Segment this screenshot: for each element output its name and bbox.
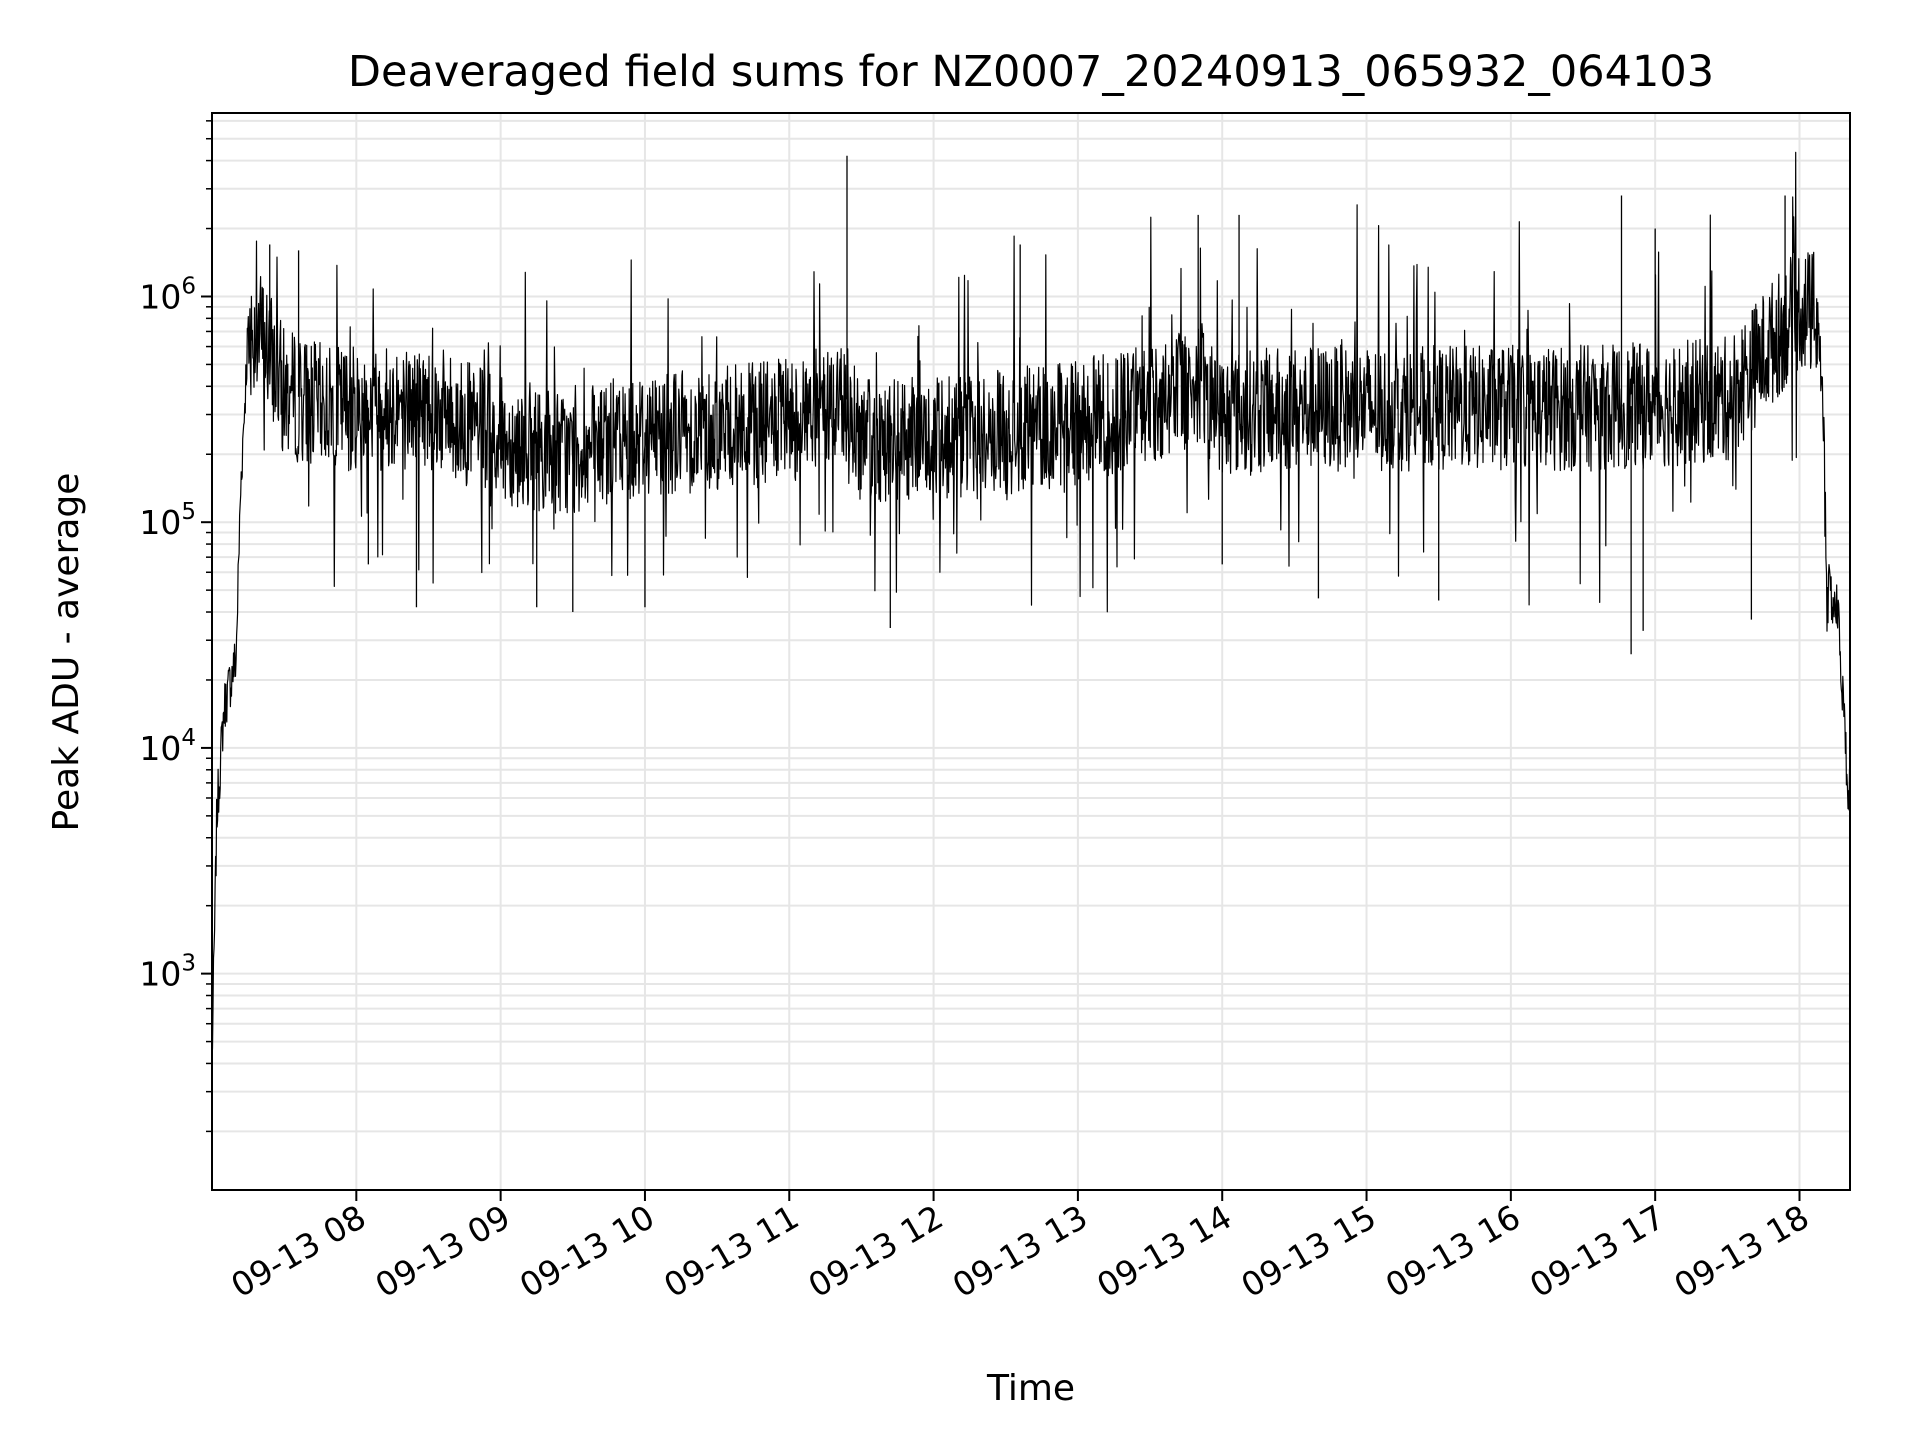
y-tick-label: 105 <box>139 499 196 542</box>
series-layer <box>211 151 1851 1059</box>
chart-title: Deaveraged field sums for NZ0007_2024091… <box>348 47 1714 97</box>
y-tick-label: 104 <box>139 725 196 768</box>
x-tick-label: 09-13 10 <box>513 1197 661 1305</box>
y-tick-label: 106 <box>139 273 196 316</box>
y-tick-label: 103 <box>139 951 196 994</box>
x-tick-label: 09-13 16 <box>1379 1197 1527 1305</box>
x-tick-label: 09-13 12 <box>802 1197 950 1305</box>
x-tick-label: 09-13 13 <box>946 1197 1094 1305</box>
x-tick-label: 09-13 11 <box>657 1197 805 1305</box>
y-axis-label: Peak ADU - average <box>46 473 87 832</box>
x-tick-label: 09-13 08 <box>224 1197 372 1305</box>
x-tick-label: 09-13 14 <box>1090 1197 1238 1305</box>
series-line <box>211 151 1851 1059</box>
grid <box>212 113 1850 1190</box>
x-tick-label: 09-13 09 <box>369 1197 517 1305</box>
x-tick-label: 09-13 18 <box>1667 1197 1815 1305</box>
y-axis: 103 104 105 106 <box>139 120 212 1133</box>
x-tick-label: 09-13 17 <box>1523 1197 1671 1305</box>
plot-frame <box>211 112 1851 1191</box>
x-tick-label: 09-13 15 <box>1235 1197 1383 1305</box>
x-axis-label: Time <box>986 1368 1075 1409</box>
